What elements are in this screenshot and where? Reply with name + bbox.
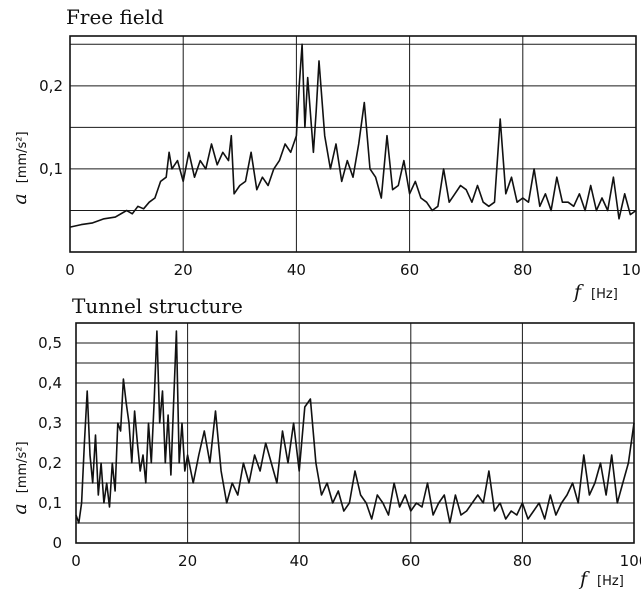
x-tick-label: 0	[71, 552, 81, 570]
x-axis-variable: f	[572, 281, 584, 303]
x-tick-label: 80	[513, 552, 532, 570]
x-tick-label: 100	[620, 552, 641, 570]
y-tick-label: 0,1	[39, 160, 63, 178]
x-tick-label: 40	[287, 261, 306, 279]
x-axis-label: f [Hz]	[578, 568, 624, 590]
x-tick-label: 20	[178, 552, 197, 570]
y-axis-variable: a	[9, 193, 31, 204]
y-tick-label: 0,4	[38, 374, 62, 392]
chart-title: Free field	[66, 5, 164, 29]
y-tick-label: 0,1	[38, 494, 62, 512]
x-axis-variable: f	[578, 568, 590, 590]
x-tick-label: 80	[513, 261, 532, 279]
y-axis-unit: [mm/s²]	[15, 131, 30, 183]
svg-text:a [mm/s²]: a [mm/s²]	[9, 131, 31, 204]
y-tick-label: 0,2	[38, 454, 62, 472]
y-tick-label: 0,3	[38, 414, 62, 432]
chart-title: Tunnel structure	[72, 294, 243, 318]
plot-frame	[75, 322, 635, 544]
x-tick-label: 0	[65, 261, 75, 279]
x-tick-label: 60	[401, 552, 420, 570]
tick-labels: 0 20 40 60 80 100 0 0,1 0,2 0,3 0,4 0,5	[38, 334, 641, 570]
y-tick-label: 0,5	[38, 334, 62, 352]
y-tick-label: 0,2	[39, 77, 63, 95]
x-axis-unit: [Hz]	[591, 287, 618, 302]
grid	[76, 323, 634, 543]
grid	[70, 36, 636, 252]
y-axis-variable: a	[9, 503, 31, 514]
svg-text:f [Hz]: f [Hz]	[578, 568, 624, 590]
x-axis-label: f [Hz]	[572, 281, 618, 303]
tick-labels: 0 20 40 60 80 100 0,1 0,2	[39, 77, 641, 279]
x-tick-label: 100	[622, 261, 641, 279]
series-line	[75, 330, 635, 524]
svg-text:a [mm/s²]: a [mm/s²]	[9, 441, 31, 514]
x-tick-label: 60	[400, 261, 419, 279]
y-axis-unit: [mm/s²]	[15, 441, 30, 493]
tunnel-structure-chart: Tunnel structure 02040608010000,10,20,30…	[9, 294, 641, 590]
y-tick-label: 0	[52, 534, 62, 552]
x-tick-label: 20	[174, 261, 193, 279]
svg-text:f [Hz]: f [Hz]	[572, 281, 618, 303]
y-axis-label: a [mm/s²]	[9, 441, 31, 514]
x-axis-unit: [Hz]	[597, 574, 624, 589]
plot-frame	[69, 35, 637, 253]
series-line	[69, 43, 637, 228]
y-axis-label: a [mm/s²]	[9, 131, 31, 204]
x-tick-label: 40	[290, 552, 309, 570]
